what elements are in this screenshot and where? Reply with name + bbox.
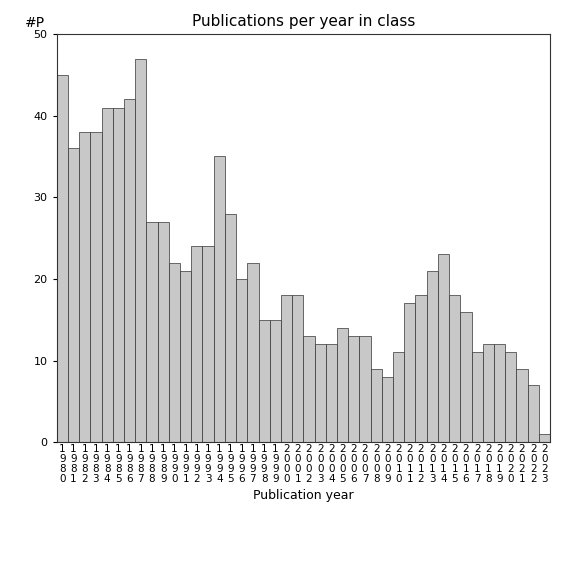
Bar (270, 320, 281, 442)
Bar (371, 369, 382, 442)
Bar (494, 344, 505, 442)
Bar (57, 75, 68, 442)
Bar (225, 214, 236, 442)
Bar (303, 336, 315, 442)
Bar (426, 271, 438, 442)
Bar (247, 263, 259, 442)
Bar (460, 312, 472, 442)
Bar (292, 295, 303, 442)
Bar (348, 336, 359, 442)
Bar (539, 434, 550, 442)
Bar (337, 328, 348, 442)
Bar (449, 295, 460, 442)
Bar (146, 222, 158, 442)
Bar (483, 344, 494, 442)
Bar (359, 336, 371, 442)
Bar (281, 295, 292, 442)
Text: #P: #P (24, 16, 45, 30)
Bar (259, 320, 270, 442)
Title: Publications per year in class: Publications per year in class (192, 14, 415, 29)
Bar (236, 279, 247, 442)
Bar (158, 222, 169, 442)
Bar (90, 132, 101, 442)
Bar (326, 344, 337, 442)
Bar (517, 369, 527, 442)
Bar (382, 377, 393, 442)
Bar (180, 271, 191, 442)
Bar (101, 108, 113, 442)
Bar (202, 246, 214, 442)
Bar (315, 344, 326, 442)
X-axis label: Publication year: Publication year (253, 489, 354, 502)
Bar (416, 295, 426, 442)
Bar (438, 255, 449, 442)
Bar (191, 246, 202, 442)
Bar (404, 303, 416, 442)
Bar (113, 108, 124, 442)
Bar (505, 353, 517, 442)
Bar (79, 132, 90, 442)
Bar (68, 149, 79, 442)
Bar (124, 99, 135, 442)
Bar (472, 353, 483, 442)
Bar (214, 156, 225, 442)
Bar (393, 353, 404, 442)
Bar (169, 263, 180, 442)
Bar (135, 58, 146, 442)
Bar (527, 385, 539, 442)
